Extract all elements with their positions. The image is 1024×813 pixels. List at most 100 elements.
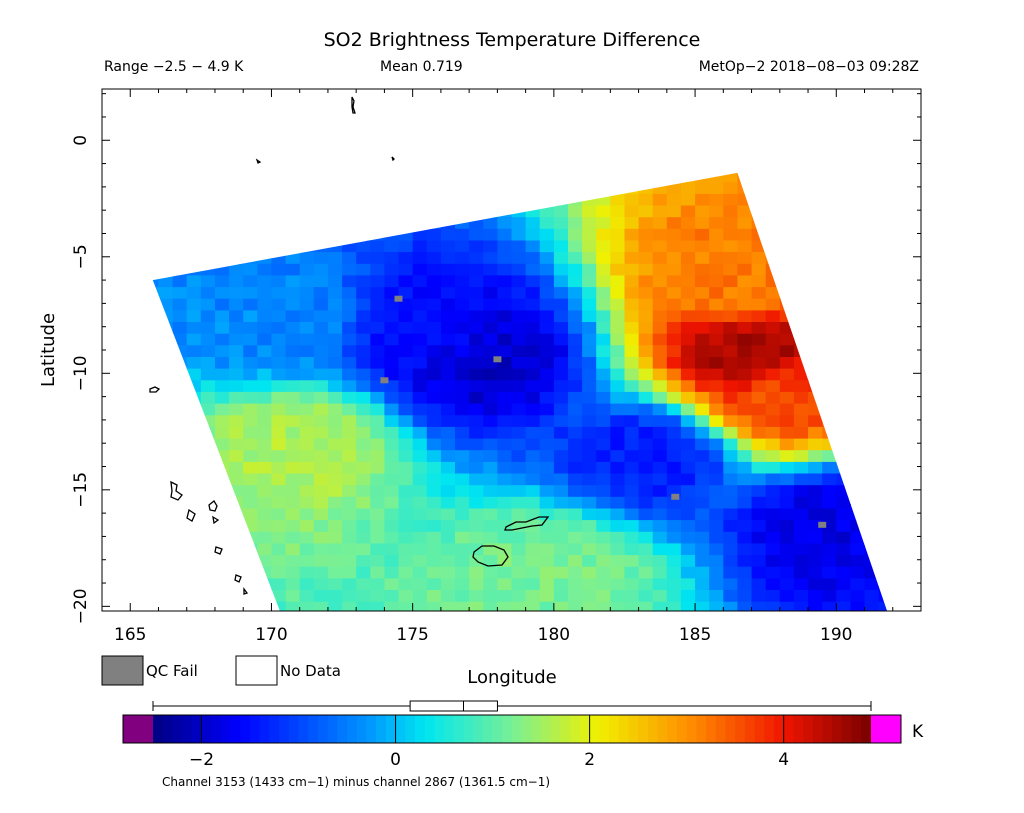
heatmap-cell (412, 252, 428, 265)
heatmap-cell (723, 543, 738, 556)
heatmap-cell (215, 520, 230, 533)
heatmap-cell (187, 124, 202, 136)
heatmap-cell (893, 462, 908, 474)
heatmap-cell (511, 345, 527, 358)
heatmap-cell (200, 368, 216, 381)
heatmap-cell (639, 124, 654, 136)
heatmap-cell (794, 101, 809, 113)
heatmap-cell (158, 403, 174, 416)
heatmap-cell (652, 240, 668, 253)
heatmap-cell (285, 182, 301, 195)
heatmap-cell (497, 228, 513, 242)
heatmap-cell (836, 228, 851, 242)
heatmap-cell (878, 217, 888, 230)
heatmap-cell (356, 473, 371, 486)
heatmap-cell (723, 124, 738, 136)
heatmap-cell (497, 601, 513, 611)
heatmap-cell (907, 124, 922, 136)
heatmap-cell (779, 368, 795, 381)
heatmap-cell (426, 357, 442, 370)
heatmap-cell (680, 240, 696, 253)
heatmap-cell (300, 124, 315, 136)
heatmap-cell (864, 193, 880, 207)
heatmap-cell (610, 520, 625, 533)
heatmap-cell (695, 287, 710, 300)
heatmap-cell (152, 473, 160, 486)
heatmap-cell (539, 263, 555, 277)
heatmap-cell (356, 263, 371, 277)
heatmap-cell (440, 310, 456, 323)
heatmap-cell (299, 508, 315, 521)
heatmap-cell (130, 474, 145, 486)
heatmap-cell (638, 172, 654, 183)
heatmap-cell (836, 531, 851, 545)
heatmap-cell (793, 228, 809, 242)
heatmap-cell (483, 182, 498, 195)
heatmap-cell (539, 415, 555, 428)
heatmap-cell (370, 461, 385, 475)
heatmap-cell (412, 566, 428, 579)
heatmap-cell (666, 578, 682, 591)
heatmap-cell (455, 520, 470, 533)
heatmap-cell (653, 112, 668, 124)
heatmap-cell (525, 380, 541, 393)
heatmap-cell (455, 403, 470, 416)
heatmap-cell (187, 136, 202, 148)
heatmap-cell (907, 392, 922, 404)
heatmap-cell (271, 415, 287, 428)
heatmap-cell (271, 193, 287, 207)
heatmap-cell (384, 403, 400, 416)
heatmap-cell (299, 345, 315, 358)
heatmap-cell (370, 613, 385, 625)
heatmap-cell (342, 601, 357, 611)
colorbar-cell (609, 715, 620, 743)
heatmap-cell (893, 206, 908, 218)
heatmap-cell (427, 147, 442, 159)
heatmap-cell (152, 403, 160, 416)
heatmap-cell (412, 496, 428, 510)
island-outline (170, 480, 183, 501)
heatmap-cell (285, 543, 301, 556)
heatmap-cell (850, 473, 866, 486)
heatmap-cell (497, 438, 513, 451)
heatmap-cell (412, 172, 428, 183)
heatmap-cell (186, 450, 202, 463)
heatmap-cell (243, 438, 258, 451)
heatmap-cell (172, 590, 188, 603)
heatmap-cell (285, 578, 301, 591)
heatmap-cell (327, 217, 343, 230)
heatmap-cell (793, 275, 809, 288)
heatmap-cell (582, 345, 597, 358)
heatmap-cell (553, 217, 569, 230)
heatmap-cell (568, 566, 583, 579)
heatmap-cell (455, 89, 470, 101)
heatmap-cell (808, 205, 823, 218)
heatmap-cell (271, 368, 287, 381)
heatmap-cell (370, 310, 385, 323)
heatmap-cell (384, 485, 400, 498)
heatmap-cell (865, 613, 880, 625)
heatmap-cell (850, 415, 866, 428)
heatmap-cell (271, 205, 287, 218)
heatmap-cell (271, 403, 287, 416)
heatmap-cell (836, 380, 851, 393)
heatmap-cell (158, 252, 174, 265)
heatmap-cell (327, 275, 343, 288)
heatmap-cell (257, 172, 272, 183)
heatmap-cell (539, 240, 555, 253)
heatmap-cell (525, 578, 541, 591)
heatmap-cell (243, 298, 258, 311)
heatmap-cell (271, 391, 287, 405)
heatmap-cell (765, 438, 781, 451)
heatmap-cell (624, 578, 640, 591)
heatmap-cell (299, 333, 315, 346)
heatmap-cell (864, 333, 880, 346)
heatmap-cell (370, 89, 385, 101)
heatmap-cell (314, 159, 329, 171)
heatmap-cell (469, 310, 484, 323)
heatmap-cell (695, 159, 710, 171)
heatmap-cell (152, 182, 160, 195)
heatmap-cell (327, 461, 343, 475)
heatmap-cell (765, 263, 781, 277)
heatmap-cell (553, 263, 569, 277)
